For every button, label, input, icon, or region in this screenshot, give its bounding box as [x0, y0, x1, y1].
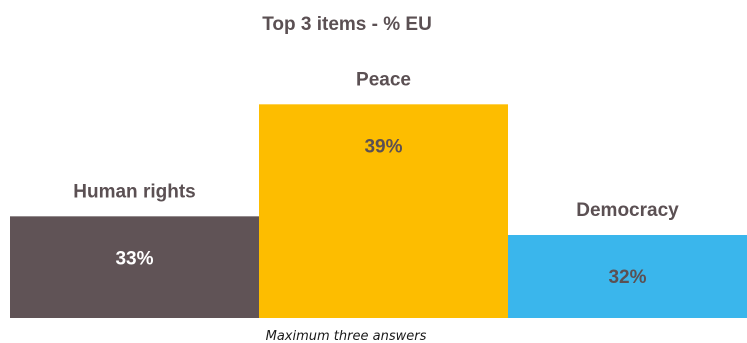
- value-label: 39%: [364, 136, 402, 157]
- bar-democracy: [508, 235, 747, 318]
- bars-layer: Human rights 33% Peace 39% Democracy 32%: [10, 69, 747, 318]
- category-label: Democracy: [576, 200, 679, 221]
- chart-title: Top 3 items - % EU: [262, 14, 432, 35]
- chart-footnote: Maximum three answers: [266, 329, 427, 343]
- category-label: Peace: [356, 69, 411, 90]
- value-label: 33%: [115, 248, 153, 269]
- bar-human-rights: [10, 216, 259, 318]
- category-label: Human rights: [73, 181, 195, 202]
- value-label: 32%: [608, 267, 646, 288]
- bar-peace: [259, 104, 508, 318]
